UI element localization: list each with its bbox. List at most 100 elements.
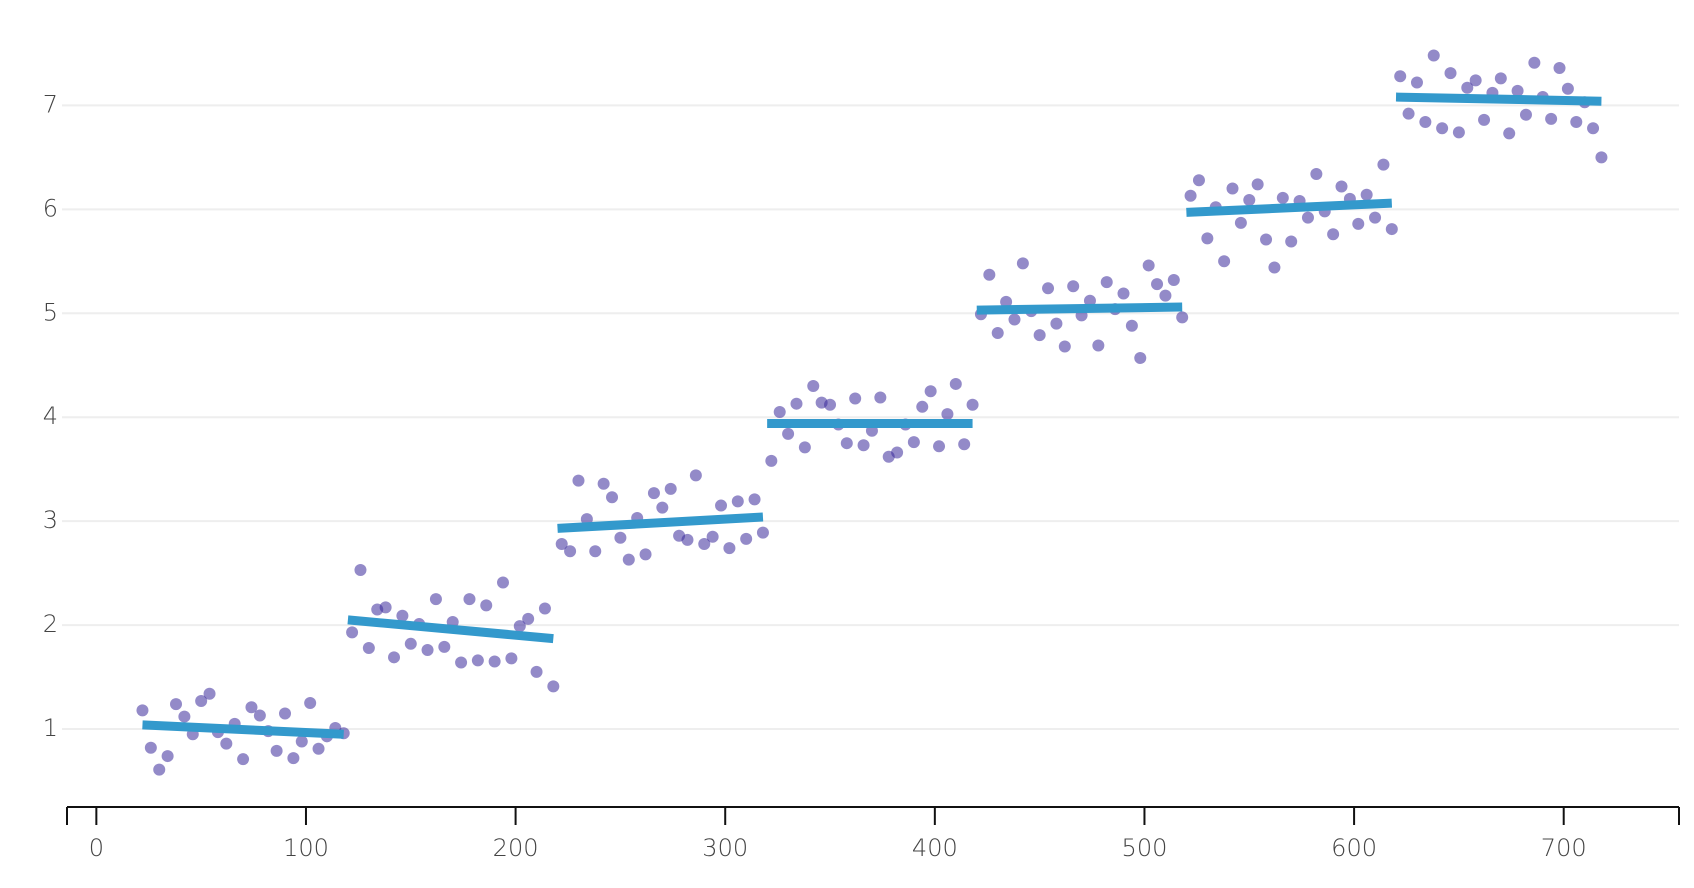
scatter-point — [1142, 259, 1155, 272]
scatter-point — [765, 454, 778, 467]
scatter-point — [1276, 191, 1289, 204]
scatter-point — [1394, 70, 1407, 83]
scatter-point — [1452, 126, 1465, 139]
scatter-point — [773, 406, 786, 419]
scatter-point — [497, 576, 510, 589]
scatter-point — [1511, 84, 1524, 97]
fit-line — [1186, 198, 1393, 217]
scatter-point — [379, 601, 392, 614]
scatter-point — [647, 487, 660, 500]
scatter-point — [849, 392, 862, 405]
scatter-point — [480, 599, 493, 612]
scatter-point — [1050, 317, 1063, 330]
scatter-point — [580, 513, 593, 526]
scatter-point — [891, 446, 904, 459]
fit-line — [142, 720, 344, 739]
scatter-point — [639, 548, 652, 561]
fit-line — [976, 302, 1183, 315]
scatter-point — [706, 530, 719, 543]
scatter-point — [1528, 56, 1541, 69]
scatter-point — [1545, 112, 1558, 125]
scatter-point — [1352, 217, 1365, 230]
scatter-point — [1335, 180, 1348, 193]
fit-line — [557, 512, 764, 533]
scatter-point — [1570, 115, 1583, 128]
scatter-point — [740, 532, 753, 545]
scatter-point — [170, 698, 183, 711]
scatter-point — [1159, 289, 1172, 302]
scatter-point — [547, 680, 560, 693]
scatter-point — [756, 526, 769, 539]
scatter-point — [429, 593, 442, 606]
scatter-point — [1184, 189, 1197, 202]
scatter-point — [1402, 107, 1415, 120]
scatter-point — [698, 538, 711, 551]
x-tick-label: 0 — [89, 834, 104, 862]
scatter-point — [1419, 115, 1432, 128]
scatter-point — [1310, 167, 1323, 180]
x-tick-label: 600 — [1331, 834, 1377, 862]
scatter-point — [1000, 295, 1013, 308]
scatter-point — [1360, 188, 1373, 201]
scatter-point — [1008, 313, 1021, 326]
scatter-point — [304, 697, 317, 710]
scatter-point — [1100, 276, 1113, 289]
scatter-point — [1503, 127, 1516, 140]
scatter-point — [1260, 233, 1273, 246]
scatter-point — [874, 391, 887, 404]
scatter-point — [1268, 261, 1281, 274]
scatter-point — [1285, 235, 1298, 248]
scatter-point — [933, 440, 946, 453]
y-tick-label: 2 — [43, 610, 58, 638]
scatter-point — [622, 553, 635, 566]
scatter-point — [396, 609, 409, 622]
scatter-point — [287, 752, 300, 765]
scatter-point — [1176, 311, 1189, 324]
scatter-point — [857, 439, 870, 452]
scatter-point — [421, 644, 434, 657]
scatter-point — [404, 637, 417, 650]
scatter-point — [1587, 122, 1600, 135]
scatter-point — [538, 602, 551, 615]
scatter-point — [656, 501, 669, 514]
scatter-point — [220, 737, 233, 750]
x-tick-label: 300 — [702, 834, 748, 862]
scatter-point — [513, 620, 526, 633]
scatter-point — [1327, 228, 1340, 241]
scatter-point — [1058, 340, 1071, 353]
x-tick-label: 400 — [912, 834, 958, 862]
scatter-point — [840, 437, 853, 450]
scatter-point — [1192, 174, 1205, 187]
scatter-point — [1016, 257, 1029, 270]
scatter-point — [1553, 61, 1566, 74]
scatter-point — [1167, 273, 1180, 286]
scatter-point — [1201, 232, 1214, 245]
scatter-point — [723, 542, 736, 555]
scatter-point — [824, 398, 837, 411]
scatter-point — [295, 735, 308, 748]
scatter-point — [1561, 82, 1574, 95]
scatter-point — [1444, 67, 1457, 80]
scatter-point — [505, 652, 518, 665]
scatter-point — [195, 694, 208, 707]
scatter-point — [488, 655, 501, 668]
scatter-point — [958, 438, 971, 451]
scatter-point — [782, 427, 795, 440]
scatter-point — [1151, 278, 1164, 291]
scatter-point — [136, 704, 149, 717]
scatter-point — [1218, 255, 1231, 268]
scatter-point — [1125, 319, 1138, 332]
scatter-point — [471, 654, 484, 667]
x-tick-label: 100 — [283, 834, 329, 862]
scatter-point — [530, 665, 543, 678]
scatter-point — [790, 397, 803, 410]
scatter-point — [1519, 108, 1532, 121]
scatter-point — [991, 327, 1004, 340]
scatter-point — [346, 626, 359, 639]
scatter-point — [438, 640, 451, 653]
scatter-point — [1369, 211, 1382, 224]
scatter-point — [564, 545, 577, 558]
scatter-point — [689, 469, 702, 482]
scatter-point — [1410, 76, 1423, 89]
